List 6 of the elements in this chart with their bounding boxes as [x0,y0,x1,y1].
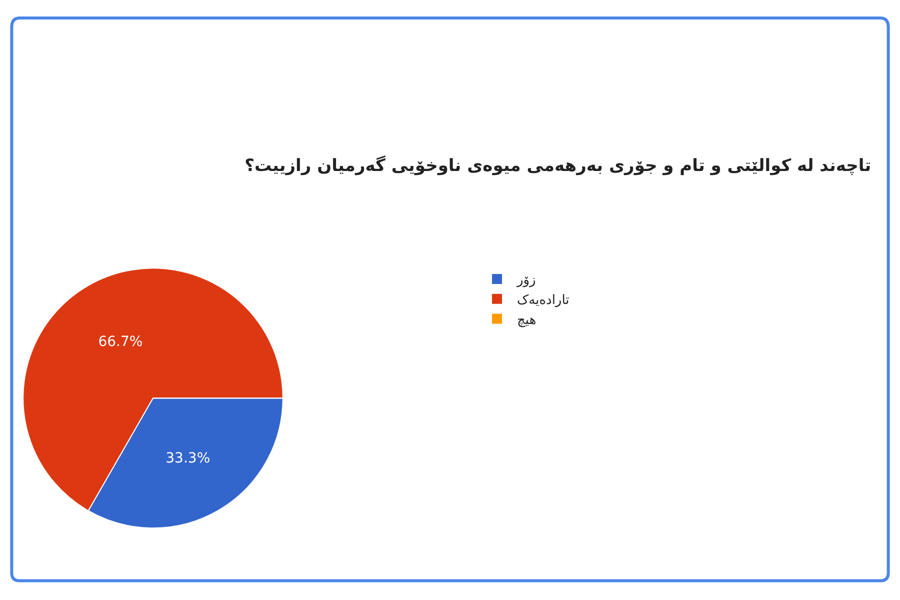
legend-label: هیچ [517,312,536,328]
chart-title: تاچەند لە کوالێتی و تام و جۆری بەرهەمی میوەی ناوخۆیی گەرمیان رازییت؟ [244,154,872,176]
data-label: 66.7% [98,334,143,350]
data-label: 33.3% [166,450,210,466]
legend-label: تارادەیەک [517,292,570,308]
legend-label: زۆر [516,273,536,288]
